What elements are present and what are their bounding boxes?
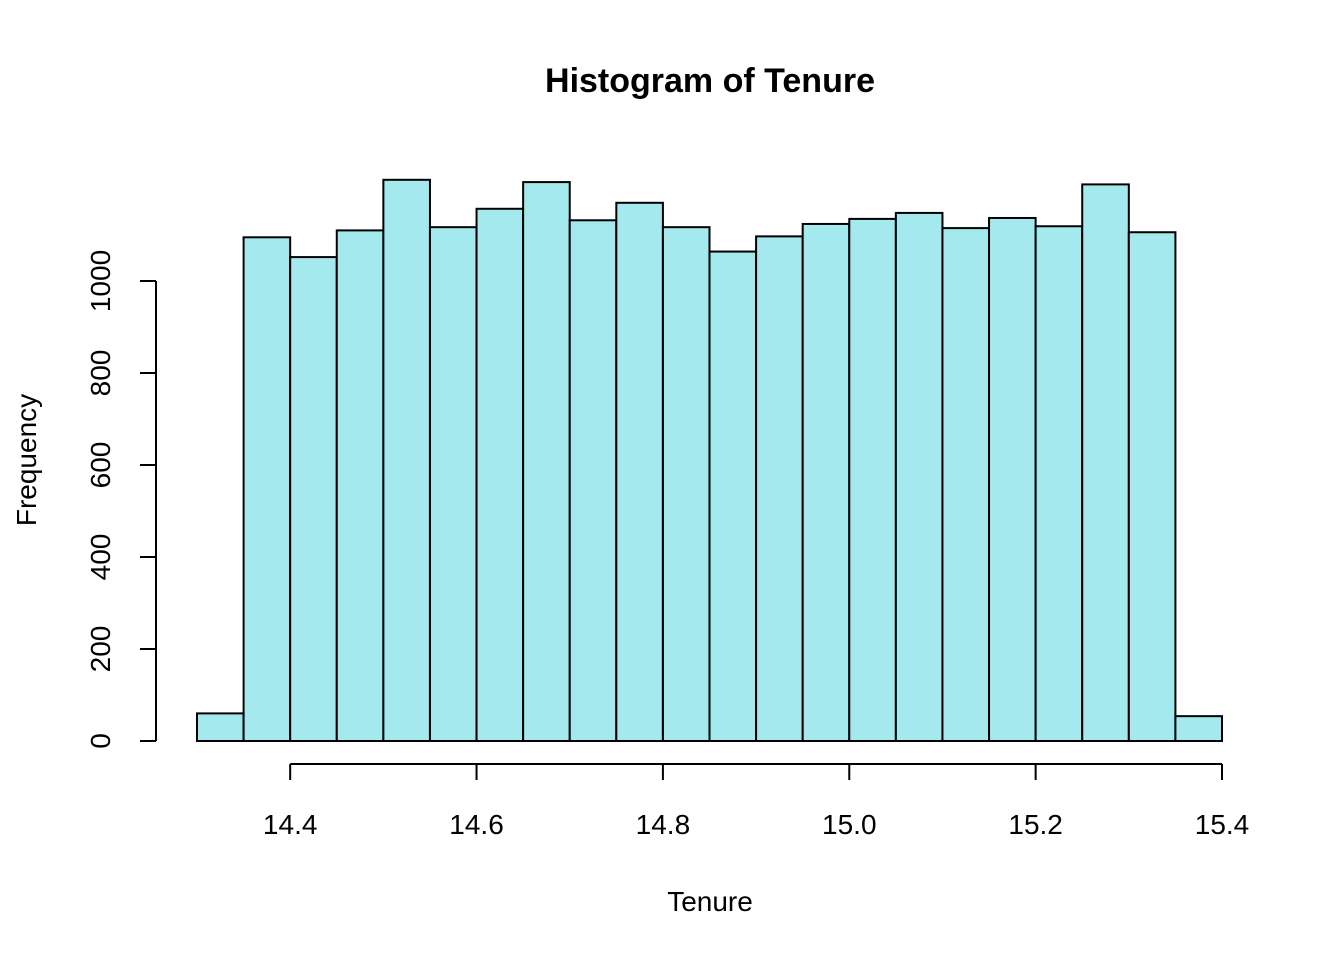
histogram-bar-1: [242, 236, 292, 743]
histogram-bar-9: [615, 201, 664, 743]
histogram-bar-16: [941, 227, 991, 743]
y-axis-label: Frequency: [11, 394, 42, 526]
x-tick-label-0: 14.4: [263, 809, 318, 840]
histogram-bar-21: [1174, 715, 1223, 742]
x-tick-label-5: 15.4: [1195, 809, 1250, 840]
histogram-bar-7: [522, 181, 571, 743]
histogram-bar-11: [708, 250, 758, 742]
x-tick-label-4: 15.2: [1008, 809, 1063, 840]
histogram-bar-4: [382, 178, 431, 743]
histogram-bar-8: [568, 219, 618, 742]
histogram-bar-19: [1081, 183, 1130, 742]
x-tick-label-2: 14.8: [636, 809, 691, 840]
y-tick-label-0: 0: [85, 733, 116, 749]
y-tick-label-1: 200: [85, 626, 116, 673]
histogram-bar-12: [755, 235, 804, 742]
y-tick-label-5: 1000: [85, 250, 116, 312]
x-tick-label-1: 14.6: [449, 809, 504, 840]
histogram-bar-0: [196, 712, 245, 743]
chart-title: Histogram of Tenure: [545, 62, 875, 100]
histogram-bar-2: [289, 256, 338, 742]
histogram-bar-3: [335, 229, 385, 742]
x-axis: 14.4 14.6 14.8 15.0 15.2 15.4: [263, 763, 1250, 840]
histogram-bar-18: [1034, 225, 1084, 742]
histogram-bar-5: [428, 226, 478, 742]
y-tick-label-2: 400: [85, 534, 116, 581]
histogram-bar-10: [661, 226, 711, 742]
histogram-bar-17: [988, 216, 1037, 743]
histogram-bar-20: [1127, 231, 1177, 743]
histogram-bar-6: [475, 207, 525, 742]
histogram-bar-13: [801, 222, 851, 742]
x-tick-label-3: 15.0: [822, 809, 877, 840]
y-axis: 0 200 400 600 800 1000: [85, 250, 157, 749]
bars-group: [196, 178, 1223, 743]
x-axis-label: Tenure: [667, 886, 753, 917]
histogram-bar-15: [894, 211, 944, 743]
y-tick-label-3: 600: [85, 442, 116, 489]
y-tick-label-4: 800: [85, 350, 116, 397]
histogram-bar-14: [848, 217, 897, 742]
